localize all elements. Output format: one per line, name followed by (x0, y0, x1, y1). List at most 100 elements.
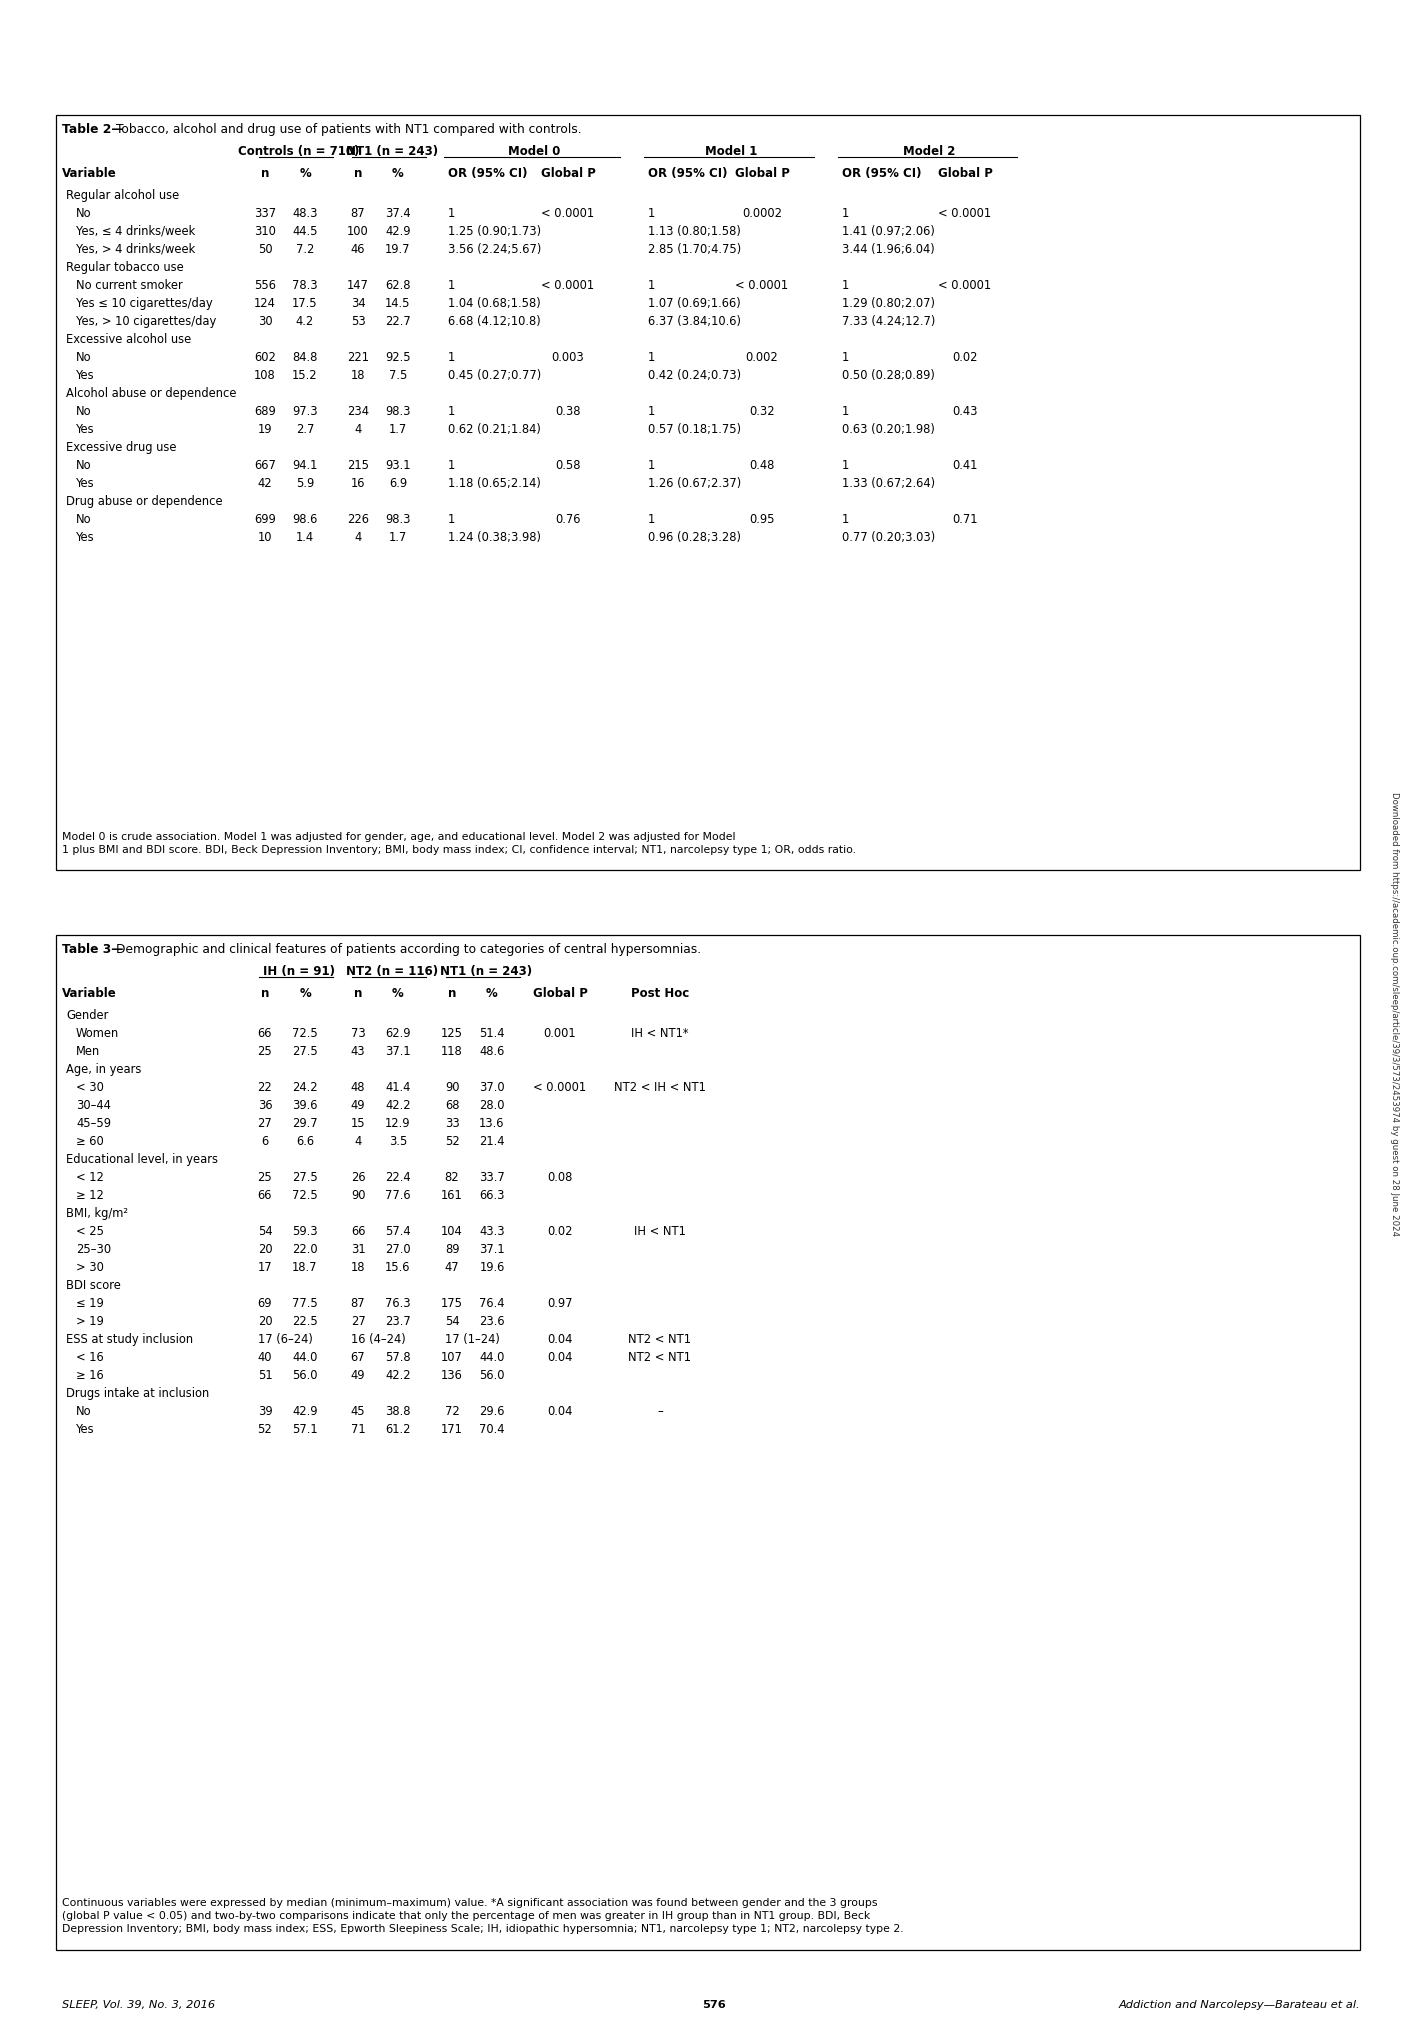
Text: Global P: Global P (533, 988, 587, 1000)
Text: 1: 1 (448, 351, 456, 363)
Text: 0.63 (0.20;1.98): 0.63 (0.20;1.98) (843, 424, 935, 436)
Text: Global P: Global P (541, 166, 595, 180)
Text: 34: 34 (351, 296, 366, 310)
Text: 1.41 (0.97;2.06): 1.41 (0.97;2.06) (843, 225, 935, 237)
Text: 3.44 (1.96;6.04): 3.44 (1.96;6.04) (843, 243, 935, 256)
Text: 36: 36 (257, 1099, 273, 1111)
Text: 22: 22 (257, 1081, 273, 1093)
Text: 2.85 (1.70;4.75): 2.85 (1.70;4.75) (648, 243, 741, 256)
Text: 56.0: 56.0 (293, 1369, 318, 1381)
Text: 38.8: 38.8 (386, 1405, 411, 1418)
Text: 1.04 (0.68;1.58): 1.04 (0.68;1.58) (448, 296, 541, 310)
Text: 337: 337 (254, 207, 276, 219)
Text: 6.68 (4.12;10.8): 6.68 (4.12;10.8) (448, 314, 541, 329)
Text: 33: 33 (444, 1117, 460, 1130)
Text: 0.50 (0.28;0.89): 0.50 (0.28;0.89) (843, 369, 935, 381)
Text: Yes, > 10 cigarettes/day: Yes, > 10 cigarettes/day (76, 314, 216, 329)
Text: 6: 6 (261, 1136, 268, 1148)
Text: 69: 69 (257, 1298, 273, 1310)
Text: Alcohol abuse or dependence: Alcohol abuse or dependence (66, 387, 237, 400)
Text: 51: 51 (257, 1369, 273, 1381)
Text: –: – (657, 1405, 663, 1418)
Text: IH < NT1*: IH < NT1* (631, 1026, 688, 1040)
Text: 45–59: 45–59 (76, 1117, 111, 1130)
Text: 1: 1 (448, 207, 456, 219)
Text: 215: 215 (347, 458, 368, 473)
Text: 92.5: 92.5 (386, 351, 411, 363)
Text: 87: 87 (351, 1298, 366, 1310)
Text: 0.96 (0.28;3.28): 0.96 (0.28;3.28) (648, 531, 741, 544)
Text: OR (95% CI): OR (95% CI) (448, 166, 527, 180)
Text: Yes, > 4 drinks/week: Yes, > 4 drinks/week (76, 243, 196, 256)
Text: %: % (393, 166, 404, 180)
Text: 77.6: 77.6 (386, 1188, 411, 1203)
Text: 15.2: 15.2 (293, 369, 318, 381)
Text: 1.33 (0.67;2.64): 1.33 (0.67;2.64) (843, 477, 935, 491)
Text: 66: 66 (351, 1225, 366, 1237)
Text: 44.0: 44.0 (293, 1351, 317, 1365)
Text: 0.43: 0.43 (952, 406, 978, 418)
Text: 2.7: 2.7 (296, 424, 314, 436)
Text: 27.5: 27.5 (293, 1170, 318, 1184)
Text: 23.6: 23.6 (480, 1314, 506, 1328)
Text: 27.5: 27.5 (293, 1044, 318, 1059)
Text: Variable: Variable (61, 988, 117, 1000)
Text: 49: 49 (351, 1369, 366, 1381)
Text: 53: 53 (351, 314, 366, 329)
Text: Model 0 is crude association. Model 1 was adjusted for gender, age, and educatio: Model 0 is crude association. Model 1 wa… (61, 831, 735, 842)
Text: No: No (76, 513, 91, 525)
Text: 125: 125 (441, 1026, 463, 1040)
Text: 42.2: 42.2 (386, 1369, 411, 1381)
Text: 0.04: 0.04 (547, 1351, 573, 1365)
Text: 66: 66 (257, 1188, 273, 1203)
Text: NT1 (n = 243): NT1 (n = 243) (346, 144, 438, 158)
Text: 47: 47 (444, 1261, 460, 1274)
Text: 556: 556 (254, 280, 276, 292)
Text: 29.6: 29.6 (480, 1405, 504, 1418)
Text: 147: 147 (347, 280, 368, 292)
Text: %: % (298, 166, 311, 180)
Text: No: No (76, 406, 91, 418)
Text: 27: 27 (257, 1117, 273, 1130)
Text: 89: 89 (444, 1243, 460, 1255)
Text: 26: 26 (351, 1170, 366, 1184)
Text: 0.71: 0.71 (952, 513, 978, 525)
Text: < 25: < 25 (76, 1225, 104, 1237)
Text: NT2 (n = 116): NT2 (n = 116) (346, 965, 438, 977)
Text: 22.5: 22.5 (293, 1314, 318, 1328)
Text: 667: 667 (254, 458, 276, 473)
Text: 1: 1 (843, 406, 850, 418)
Text: %: % (298, 988, 311, 1000)
Text: > 30: > 30 (76, 1261, 104, 1274)
Text: 0.38: 0.38 (555, 406, 581, 418)
Text: 23.7: 23.7 (386, 1314, 411, 1328)
Text: 161: 161 (441, 1188, 463, 1203)
Text: 0.32: 0.32 (750, 406, 775, 418)
Text: 19.7: 19.7 (386, 243, 411, 256)
Text: Educational level, in years: Educational level, in years (66, 1154, 218, 1166)
Text: 93.1: 93.1 (386, 458, 411, 473)
Text: 4: 4 (354, 531, 361, 544)
Text: No: No (76, 458, 91, 473)
Text: 1: 1 (843, 351, 850, 363)
Text: Gender: Gender (66, 1010, 109, 1022)
Text: 17: 17 (257, 1261, 273, 1274)
Text: 1: 1 (448, 280, 456, 292)
Text: Yes: Yes (76, 424, 94, 436)
Text: %: % (393, 988, 404, 1000)
Text: 124: 124 (254, 296, 276, 310)
Text: 98.6: 98.6 (293, 513, 317, 525)
Text: %: % (486, 988, 498, 1000)
Text: (global P value < 0.05) and two-by-two comparisons indicate that only the percen: (global P value < 0.05) and two-by-two c… (61, 1910, 870, 1921)
Text: 44.5: 44.5 (293, 225, 318, 237)
Text: 25: 25 (257, 1170, 273, 1184)
Text: 108: 108 (254, 369, 276, 381)
Text: 16 (4–24): 16 (4–24) (351, 1332, 406, 1347)
Text: 1.7: 1.7 (388, 531, 407, 544)
Text: 66: 66 (257, 1026, 273, 1040)
Text: 1: 1 (648, 458, 655, 473)
Text: 12.9: 12.9 (386, 1117, 411, 1130)
Text: < 0.0001: < 0.0001 (938, 207, 991, 219)
Text: n: n (261, 166, 270, 180)
Text: Excessive drug use: Excessive drug use (66, 440, 177, 454)
